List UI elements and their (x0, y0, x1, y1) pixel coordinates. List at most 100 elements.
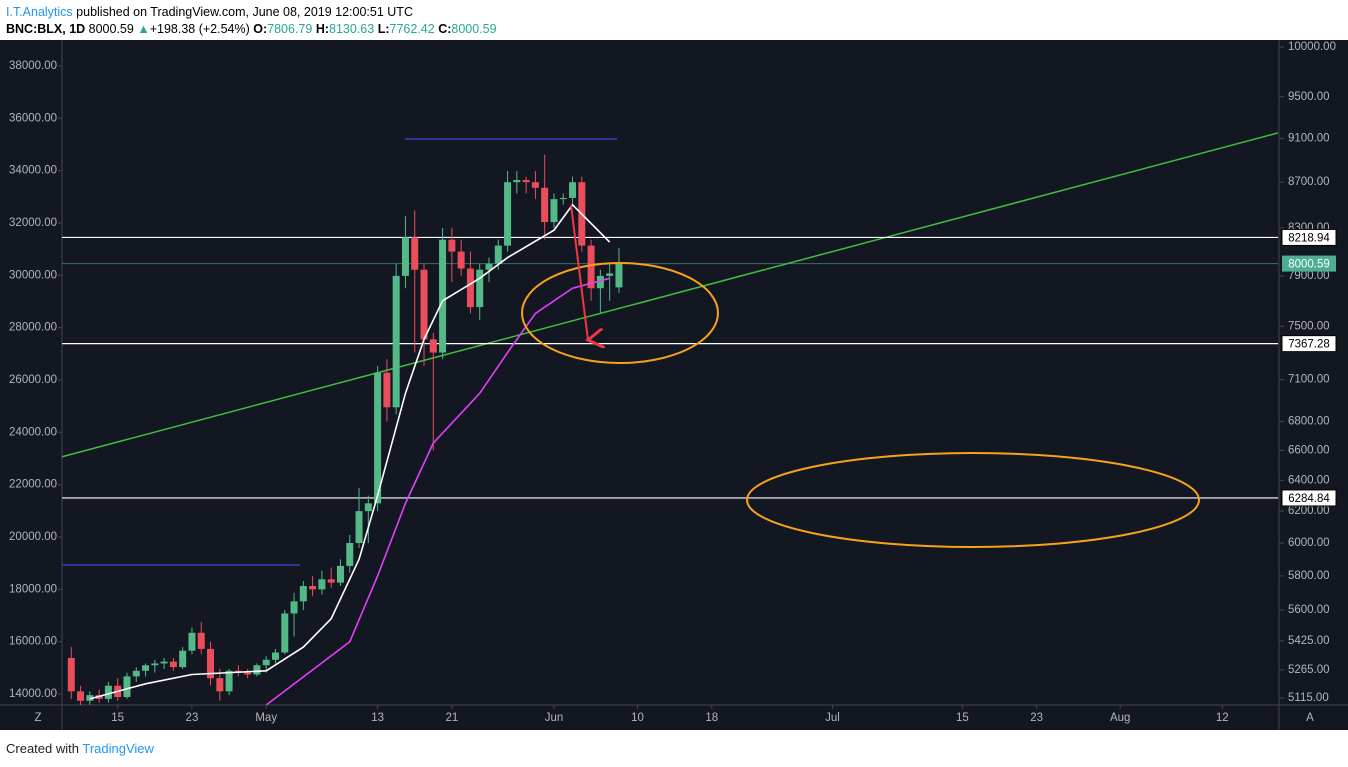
level-box (1281, 228, 1337, 246)
candle-body (439, 239, 447, 353)
ohlc-key: L: (377, 22, 390, 36)
axes: Z A 14000.00 16000.00 18000.00 20000.00 2200… (9, 41, 1337, 724)
candle-body (299, 586, 307, 602)
candle-body (587, 245, 595, 289)
ohlc: O:7806.79 H:8130.63 L:7762.42 C:8000.59 (253, 22, 496, 36)
candle-body (346, 542, 354, 566)
x-tick-label: 12 (1216, 712, 1229, 724)
header-line: I.T.Analytics published on TradingView.c… (6, 4, 497, 21)
annotations (521, 204, 1200, 548)
candle-body (271, 652, 279, 660)
candle-body (420, 269, 428, 340)
down-arrow (570, 204, 588, 340)
y-tick-label: 18000.00 (9, 583, 57, 595)
y2-tick-label: 10000.00 (1288, 41, 1336, 53)
y-tick-label: 36000.00 (9, 112, 57, 124)
corner-left[interactable]: Z (34, 712, 41, 724)
level-label: 8218.94 (1288, 232, 1330, 244)
candle-body (86, 695, 94, 701)
y2-tick-label: 7100.00 (1288, 374, 1330, 386)
ohlc-key: C: (438, 22, 452, 36)
y-tick-label: 30000.00 (9, 269, 57, 281)
level-label: 6284.84 (1288, 493, 1330, 505)
level-label: 7367.28 (1288, 339, 1330, 351)
candle-body (151, 663, 159, 666)
candle-body (513, 179, 521, 183)
candle-body (504, 182, 512, 246)
x-tick-label: 15 (956, 712, 969, 724)
last-price-label: 8000.59 (1288, 259, 1330, 271)
candle-body (262, 659, 270, 666)
change: +198.38 (+2.54%) (149, 22, 250, 36)
y-tick-label: 24000.00 (9, 426, 57, 438)
y-tick-label: 34000.00 (9, 165, 57, 177)
candle-body (123, 676, 131, 698)
candle-body (179, 650, 187, 668)
up-arrow: ▲ (137, 22, 150, 36)
ohlc-key: O: (253, 22, 268, 36)
candle-body (531, 182, 539, 188)
footer-text: Created with (6, 741, 79, 756)
header: I.T.Analytics published on TradingView.c… (6, 4, 497, 38)
trendline (62, 132, 1278, 458)
candle-body (142, 665, 150, 671)
author[interactable]: I.T.Analytics (6, 5, 73, 19)
corner-right[interactable]: A (1306, 712, 1314, 724)
x-tick-label: 21 (445, 712, 458, 724)
y2-tick-label: 5600.00 (1288, 604, 1330, 616)
y2-tick-label: 6600.00 (1288, 444, 1330, 456)
y-tick-label: 16000.00 (9, 636, 57, 648)
ohlc-value: 8130.63 (329, 22, 375, 36)
candle-body (169, 661, 177, 668)
brand[interactable]: TradingView (82, 741, 154, 756)
candle-body (374, 372, 382, 504)
plot (62, 132, 1278, 705)
candle-body (606, 273, 614, 276)
candle-body (476, 269, 484, 308)
candle-body (550, 199, 558, 223)
x-tick-label: 23 (1030, 712, 1043, 724)
candle-body (448, 239, 456, 252)
x-tick-label: 18 (705, 712, 718, 724)
candle-body (364, 503, 372, 512)
y-tick-label: 28000.00 (9, 322, 57, 334)
y2-tick-label: 5265.00 (1288, 664, 1330, 676)
candle-body (336, 565, 344, 583)
candle-body (485, 263, 493, 270)
candle-body (244, 672, 252, 675)
last: 8000.59 (88, 22, 134, 36)
ohlc-value: 7806.79 (267, 22, 313, 36)
y2-tick-label: 6400.00 (1288, 474, 1330, 486)
footer: Created with TradingView (6, 741, 154, 756)
background (0, 40, 1348, 730)
y2-tick-label: 9500.00 (1288, 91, 1330, 103)
y2-tick-label: 9100.00 (1288, 133, 1330, 145)
candle-body (197, 632, 205, 649)
x-tick-label: Jul (825, 712, 840, 724)
candle-body (290, 601, 298, 614)
highlight-ellipse (521, 262, 719, 364)
last-price-box (1282, 255, 1336, 272)
x-tick-label: 10 (631, 712, 644, 724)
chart: Z A 14000.00 16000.00 18000.00 20000.00 2200… (0, 40, 1348, 730)
candle-body (494, 245, 502, 264)
y-tick-label: 14000.00 (9, 688, 57, 700)
y-tick-label: 38000.00 (9, 60, 57, 72)
y2-tick-label: 8700.00 (1288, 176, 1330, 188)
candle-body (318, 579, 326, 590)
x-tick-label: Jun (545, 712, 564, 724)
candle-body (67, 657, 75, 692)
candle-body (207, 648, 215, 679)
x-tick-label: 13 (371, 712, 384, 724)
candle-body (77, 691, 85, 701)
moving-average (265, 277, 610, 705)
candle-body (132, 670, 140, 677)
candle-body (522, 179, 530, 183)
x-tick-label: 15 (111, 712, 124, 724)
published: published on TradingView.com, June 08, 2… (76, 5, 413, 19)
y2-tick-label: 5800.00 (1288, 570, 1330, 582)
y2-tick-label: 6000.00 (1288, 537, 1330, 549)
candle-body (216, 678, 224, 692)
candle-body (309, 586, 317, 590)
